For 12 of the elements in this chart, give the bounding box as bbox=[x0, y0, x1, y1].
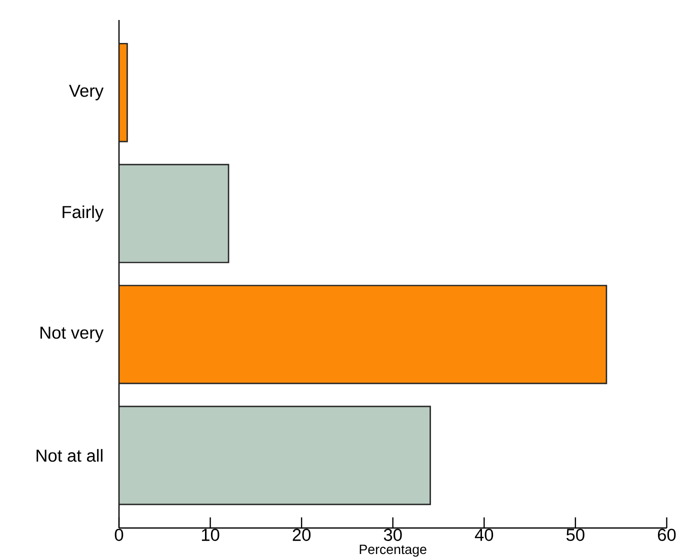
x-tick-label: 10 bbox=[202, 528, 220, 541]
y-tick-label: Very bbox=[69, 84, 104, 100]
y-tick-label: Fairly bbox=[62, 205, 104, 222]
x-tick-label: 50 bbox=[566, 528, 584, 541]
x-tick-label: 20 bbox=[292, 528, 311, 541]
x-axis-title: Percentage bbox=[360, 544, 426, 557]
x-tick-label: 0 bbox=[114, 528, 124, 541]
y-tick-label: Not at all bbox=[36, 449, 102, 462]
y-tick-label: Not very bbox=[40, 326, 104, 342]
x-tick-label: 40 bbox=[474, 528, 494, 541]
x-tick-label: 60 bbox=[658, 528, 676, 541]
x-tick-label: 30 bbox=[384, 528, 402, 541]
